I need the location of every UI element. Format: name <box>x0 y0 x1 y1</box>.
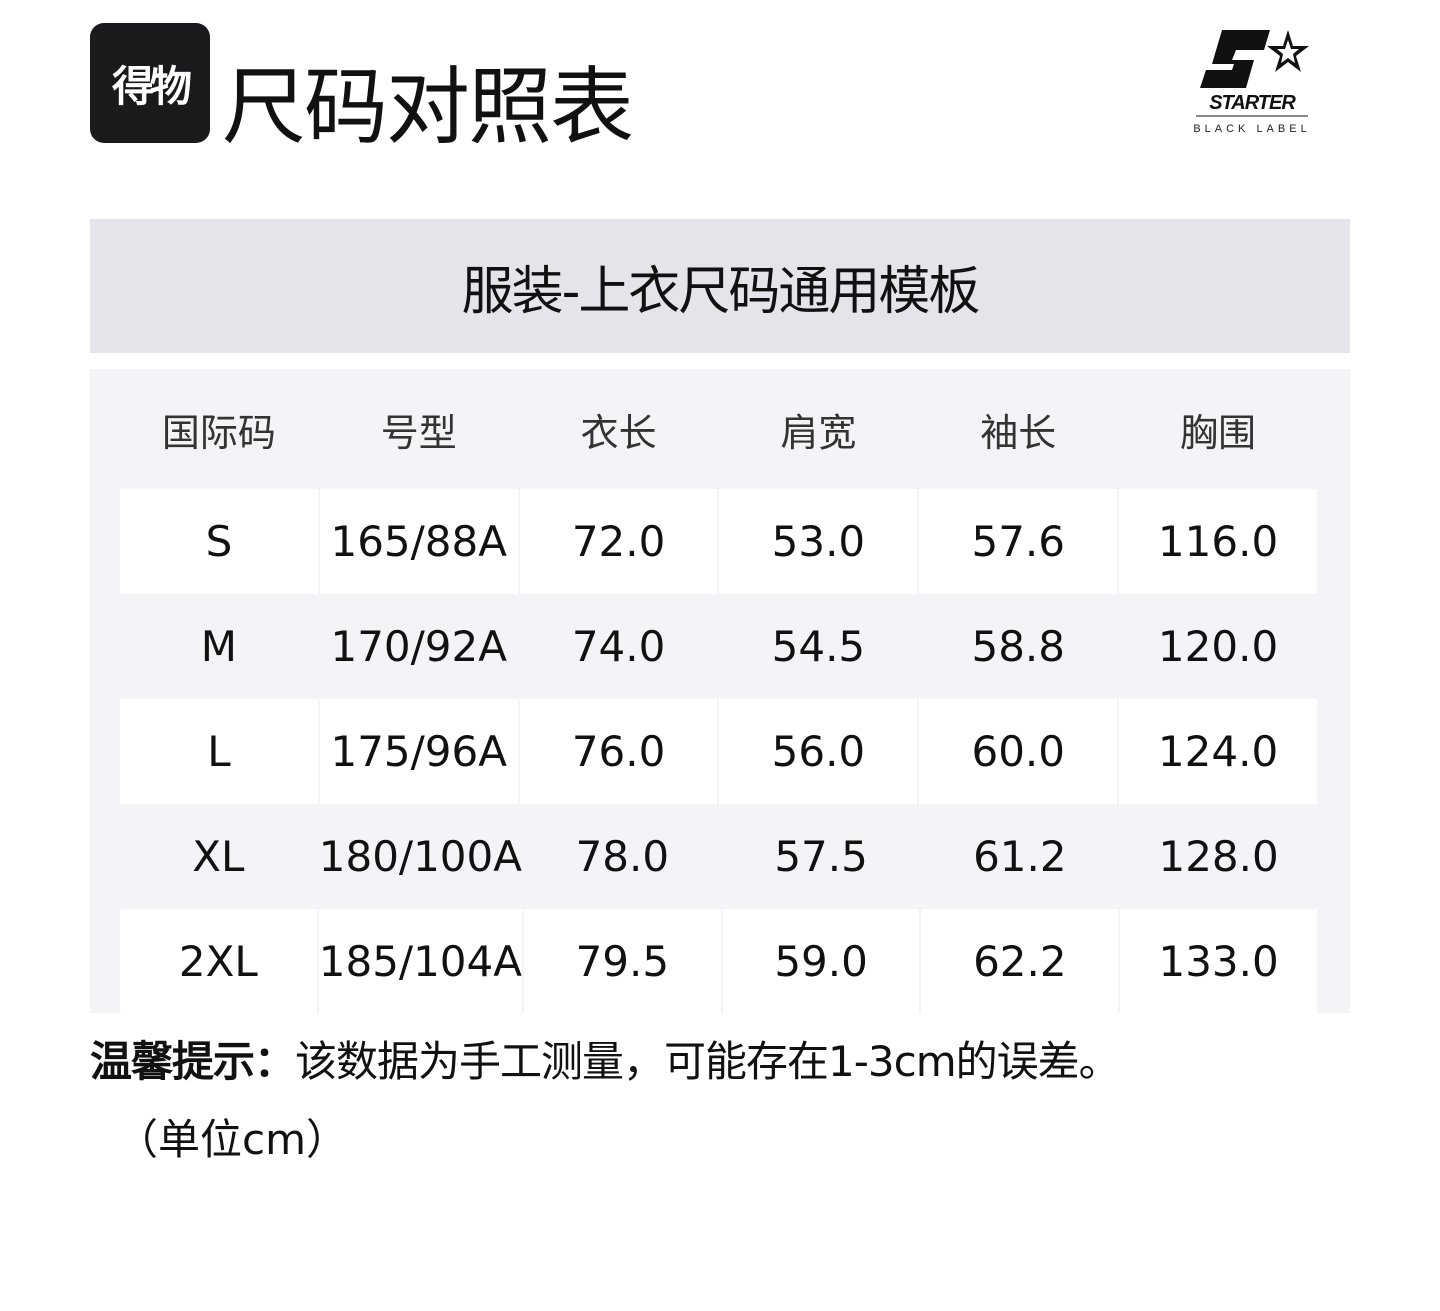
table-cell: 133.0 <box>1120 909 1317 1014</box>
table-row: S 165/88A 72.0 53.0 57.6 116.0 <box>120 489 1317 594</box>
table-cell: 116.0 <box>1119 489 1317 594</box>
table-cell: 62.2 <box>921 909 1119 1014</box>
table-cell: 59.0 <box>722 909 920 1014</box>
starter-brand-logo: STARTER BLACK LABEL <box>1193 30 1310 135</box>
column-header: 肩宽 <box>780 410 857 455</box>
table-cell: 72.0 <box>519 489 718 594</box>
table-cell: XL <box>192 832 245 881</box>
template-banner: 服装-上衣尺码通用模板 <box>90 219 1350 353</box>
table-cell: 120.0 <box>1157 622 1279 671</box>
column-header: 袖长 <box>980 410 1057 455</box>
tip-label: 温馨提示： <box>90 1037 296 1086</box>
table-cell: 76.0 <box>519 699 718 804</box>
table-cell: 175/96A <box>319 699 518 804</box>
unit-note: （单位cm） <box>116 1115 349 1164</box>
table-row: M 170/92A 74.0 54.5 58.8 120.0 <box>120 594 1317 699</box>
dewu-logo-text: 得物 <box>111 61 192 111</box>
table-row: 2XL 185/104A 79.5 59.0 62.2 133.0 <box>120 909 1317 1014</box>
svg-text:STARTER: STARTER <box>1209 92 1296 114</box>
table-cell: L <box>120 699 318 804</box>
table-cell: 60.0 <box>919 699 1118 804</box>
table-row: XL 180/100A 78.0 57.5 61.2 128.0 <box>120 804 1317 909</box>
table-cell: 124.0 <box>1119 699 1317 804</box>
dewu-logo: 得物 <box>90 23 210 143</box>
table-cell: 170/92A <box>330 622 507 671</box>
table-cell: 128.0 <box>1158 832 1279 881</box>
column-header: 国际码 <box>161 410 276 455</box>
tip-note: 温馨提示：该数据为手工测量，可能存在1-3cm的误差。 <box>90 1032 1121 1092</box>
tip-text: 该数据为手工测量，可能存在1-3cm的误差。 <box>295 1037 1121 1086</box>
table-cell: S <box>120 489 318 594</box>
table-cell: 56.0 <box>719 699 918 804</box>
page-title: 尺码对照表 <box>222 58 634 156</box>
table-cell: 61.2 <box>973 832 1067 881</box>
table-cell: 58.8 <box>971 622 1065 671</box>
svg-text:BLACK LABEL: BLACK LABEL <box>1193 123 1310 135</box>
table-cell: 54.5 <box>771 622 866 671</box>
table-cell: 165/88A <box>319 489 518 594</box>
column-header: 号型 <box>380 410 457 455</box>
table-header-row: 国际码 号型 衣长 肩宽 袖长 胸围 <box>120 369 1317 489</box>
column-header: 衣长 <box>580 410 657 455</box>
size-table: 国际码 号型 衣长 肩宽 袖长 胸围 S 165/88A 72.0 53.0 57.6 1… <box>90 369 1350 1014</box>
table-row: L 175/96A 76.0 56.0 60.0 124.0 <box>120 699 1317 804</box>
table-cell: 78.0 <box>575 832 670 881</box>
table-cell: 57.5 <box>774 832 868 881</box>
table-cell: 185/104A <box>318 909 522 1014</box>
table-cell: 53.0 <box>719 489 918 594</box>
table-cell: M <box>200 622 238 671</box>
banner-title: 服装-上衣尺码通用模板 <box>461 261 981 322</box>
table-cell: 74.0 <box>571 622 666 671</box>
column-header: 胸围 <box>1180 410 1257 455</box>
table-cell: 180/100A <box>318 832 522 881</box>
table-cell: 57.6 <box>919 489 1118 594</box>
table-cell: 2XL <box>120 909 317 1014</box>
table-cell: 79.5 <box>523 909 721 1014</box>
